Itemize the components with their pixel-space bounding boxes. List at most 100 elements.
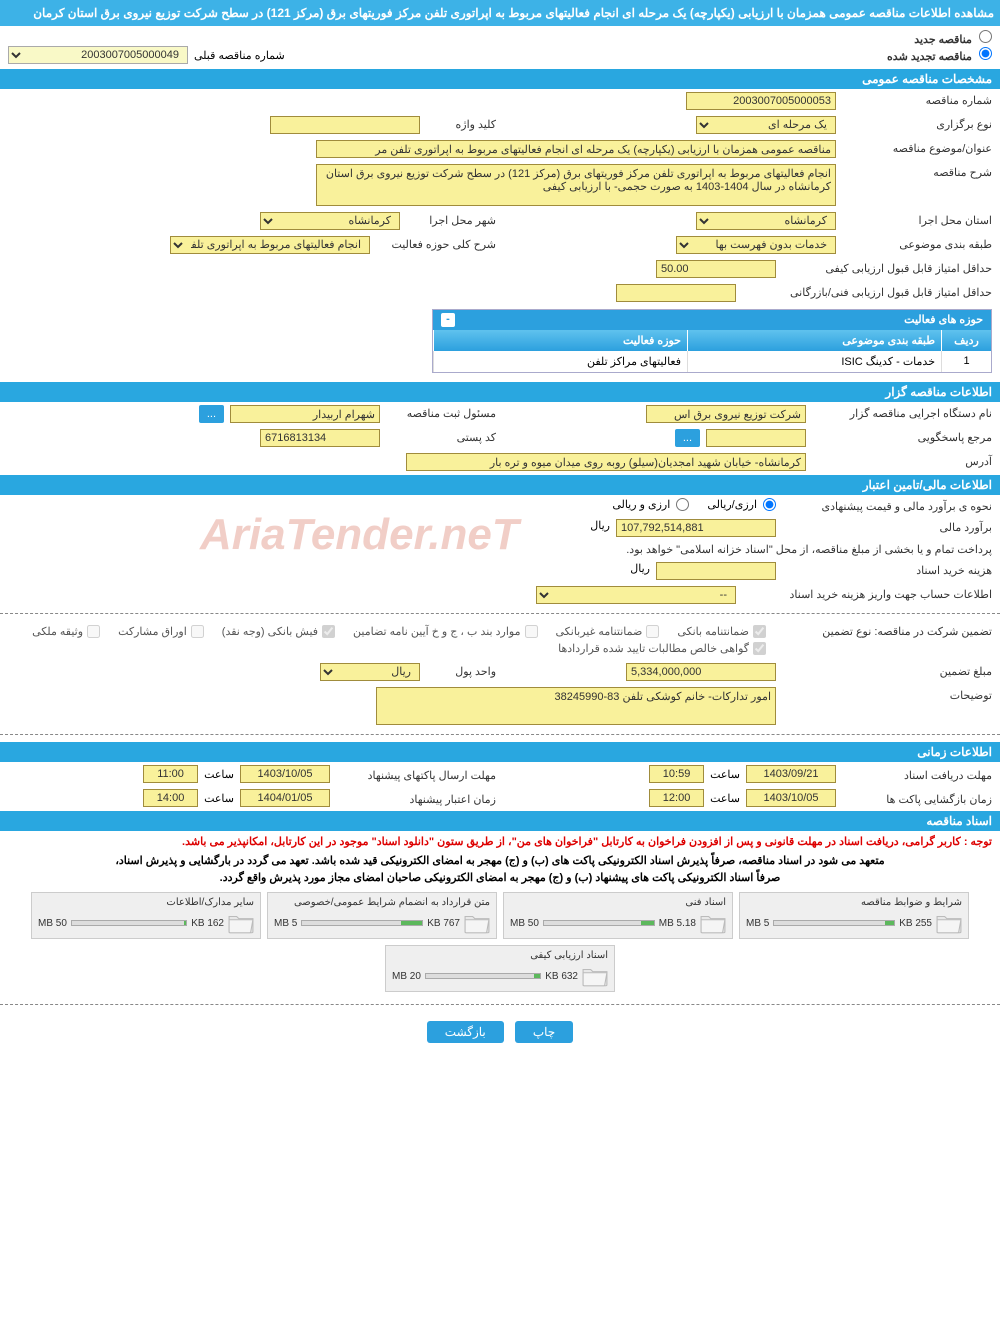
open-label: زمان بازگشایی پاکت ها — [842, 791, 992, 806]
recv-time[interactable] — [649, 765, 704, 783]
radio-renewed[interactable] — [979, 47, 992, 60]
section-time: اطلاعات زمانی — [0, 741, 1000, 762]
chk-bank-guar — [753, 625, 766, 638]
reg-label: مسئول ثبت مناقصه — [386, 405, 496, 423]
est-input[interactable] — [616, 519, 776, 537]
type-label: نوع برگزاری — [842, 116, 992, 134]
send-date[interactable] — [240, 765, 330, 783]
file-size: 767 KB — [427, 918, 460, 929]
radio-rial[interactable] — [763, 498, 776, 511]
col-row: ردیف — [941, 330, 991, 351]
cat-label: طبقه بندی موضوعی — [842, 236, 992, 254]
file-name: اسناد فنی — [510, 897, 726, 908]
file-size: 632 KB — [545, 971, 578, 982]
guar-amt-label: مبلغ تضمین — [782, 663, 992, 681]
send-time[interactable] — [143, 765, 198, 783]
prev-no-select[interactable]: 2003007005000049 — [8, 46, 188, 64]
file-name: شرایط و ضوابط مناقصه — [746, 897, 962, 908]
send-label: مهلت ارسال پاکتهای پیشنهاد — [336, 767, 496, 782]
est-label: برآورد مالی — [782, 519, 992, 534]
section-institution: اطلاعات مناقصه گزار — [0, 381, 1000, 402]
valid-date[interactable] — [240, 789, 330, 807]
file-card[interactable]: شرایط و ضوابط مناقصه255 KB5 MB — [739, 892, 969, 939]
cat-select[interactable]: خدمات بدون فهرست بها — [676, 236, 836, 254]
file-card[interactable]: اسناد ارزیابی کیفی632 KB20 MB — [385, 945, 615, 992]
file-card[interactable]: متن قرارداد به انضمام شرایط عمومی/خصوصی 7… — [267, 892, 497, 939]
addr-label: آدرس — [812, 453, 992, 468]
tender-no-input[interactable] — [686, 92, 836, 110]
post-input[interactable] — [260, 429, 380, 447]
file-max: 5 MB — [274, 918, 297, 929]
method-label: نحوه ی برآورد مالی و قیمت پیشنهادی — [782, 498, 992, 513]
folder-icon — [464, 912, 490, 934]
collapse-icon[interactable]: - — [441, 313, 455, 327]
chk-property — [87, 625, 100, 638]
prev-no-label: شماره مناقصه قبلی — [194, 49, 285, 62]
min-qual-label: حداقل امتیاز قابل قبول ارزیابی کیفی — [782, 260, 992, 275]
money-unit-label: واحد پول — [426, 663, 496, 681]
col-scope: حوزه فعالیت — [433, 330, 687, 351]
money-unit-select[interactable]: ریال — [320, 663, 420, 681]
doc-cost-input[interactable] — [656, 562, 776, 580]
org-input[interactable] — [646, 405, 806, 423]
scope-select[interactable]: انجام فعالیتهای مربوط به اپراتوری تلفن م… — [170, 236, 370, 254]
file-name: متن قرارداد به انضمام شرایط عمومی/خصوصی — [274, 897, 490, 908]
file-card[interactable]: سایر مدارک/اطلاعات162 KB50 MB — [31, 892, 261, 939]
scope-label: شرح کلی حوزه فعالیت — [376, 236, 496, 254]
col-cat: طبقه بندی موضوعی — [687, 330, 941, 351]
open-time-lbl: ساعت — [710, 792, 740, 805]
open-time[interactable] — [649, 789, 704, 807]
back-button[interactable]: بازگشت — [427, 1021, 504, 1043]
addr-input[interactable] — [406, 453, 806, 471]
acct-select[interactable]: -- — [536, 586, 736, 604]
folder-icon — [700, 912, 726, 934]
remarks-textarea[interactable] — [376, 687, 776, 725]
org-label: نام دستگاه اجرایی مناقصه گزار — [812, 405, 992, 423]
file-card[interactable]: اسناد فنی 5.18 MB 50 MB — [503, 892, 733, 939]
province-select[interactable]: کرمانشاه — [696, 212, 836, 230]
desc-textarea[interactable] — [316, 164, 836, 206]
open-date[interactable] — [746, 789, 836, 807]
radio-new-label: مناقصه جدید — [914, 34, 972, 46]
desc-label: شرح مناقصه — [842, 164, 992, 179]
recv-time-lbl: ساعت — [710, 768, 740, 781]
guar-amt-input[interactable] — [626, 663, 776, 681]
send-time-lbl: ساعت — [204, 768, 234, 781]
file-max: 20 MB — [392, 971, 421, 982]
min-tech-input[interactable] — [616, 284, 736, 302]
resp-input[interactable] — [706, 429, 806, 447]
valid-time[interactable] — [143, 789, 198, 807]
city-select[interactable]: کرمانشاه — [260, 212, 400, 230]
print-button[interactable]: چاپ — [515, 1021, 573, 1043]
min-qual-input[interactable] — [656, 260, 776, 278]
recv-date[interactable] — [746, 765, 836, 783]
tender-no-label: شماره مناقصه — [842, 92, 992, 107]
file-progress — [71, 920, 187, 926]
reg-lookup-button[interactable]: ... — [199, 405, 224, 423]
file-size: 5.18 MB — [659, 918, 696, 929]
keyword-input[interactable] — [270, 116, 420, 134]
radio-new[interactable] — [979, 30, 992, 43]
folder-icon — [582, 965, 608, 987]
resp-lookup-button[interactable]: ... — [675, 429, 700, 447]
chk-claims-label: گواهی خالص مطالبات تایید شده قراردادها — [558, 642, 749, 655]
guar-type-label: تضمین شرکت در مناقصه: نوع تضمین — [772, 623, 992, 638]
subject-label: عنوان/موضوع مناقصه — [842, 140, 992, 155]
recv-label: مهلت دریافت اسناد — [842, 767, 992, 782]
chk-bank-guar-label: ضمانتنامه بانکی — [677, 625, 749, 638]
radio-rial-label: ارزی/ریالی — [707, 498, 757, 511]
docs-notice3: صرفاً اسناد الکترونیکی پاکت های پیشنهاد … — [0, 869, 1000, 886]
chk-shares — [191, 625, 204, 638]
folder-icon — [936, 912, 962, 934]
chk-bank-fish-label: فیش بانکی (وجه نقد) — [222, 625, 318, 638]
subject-input[interactable] — [316, 140, 836, 158]
radio-fx-label: ارزی و ریالی — [612, 498, 670, 511]
reg-input[interactable] — [230, 405, 380, 423]
table-row: 1خدمات - کدینگ ISICفعالیتهای مراکز تلفن — [433, 351, 991, 372]
chk-nonbank-guar-label: ضمانتنامه غیربانکی — [556, 625, 643, 638]
province-label: استان محل اجرا — [842, 212, 992, 230]
file-max: 50 MB — [510, 918, 539, 929]
type-select[interactable]: یک مرحله ای — [696, 116, 836, 134]
valid-label: زمان اعتبار پیشنهاد — [336, 791, 496, 806]
radio-fx[interactable] — [676, 498, 689, 511]
